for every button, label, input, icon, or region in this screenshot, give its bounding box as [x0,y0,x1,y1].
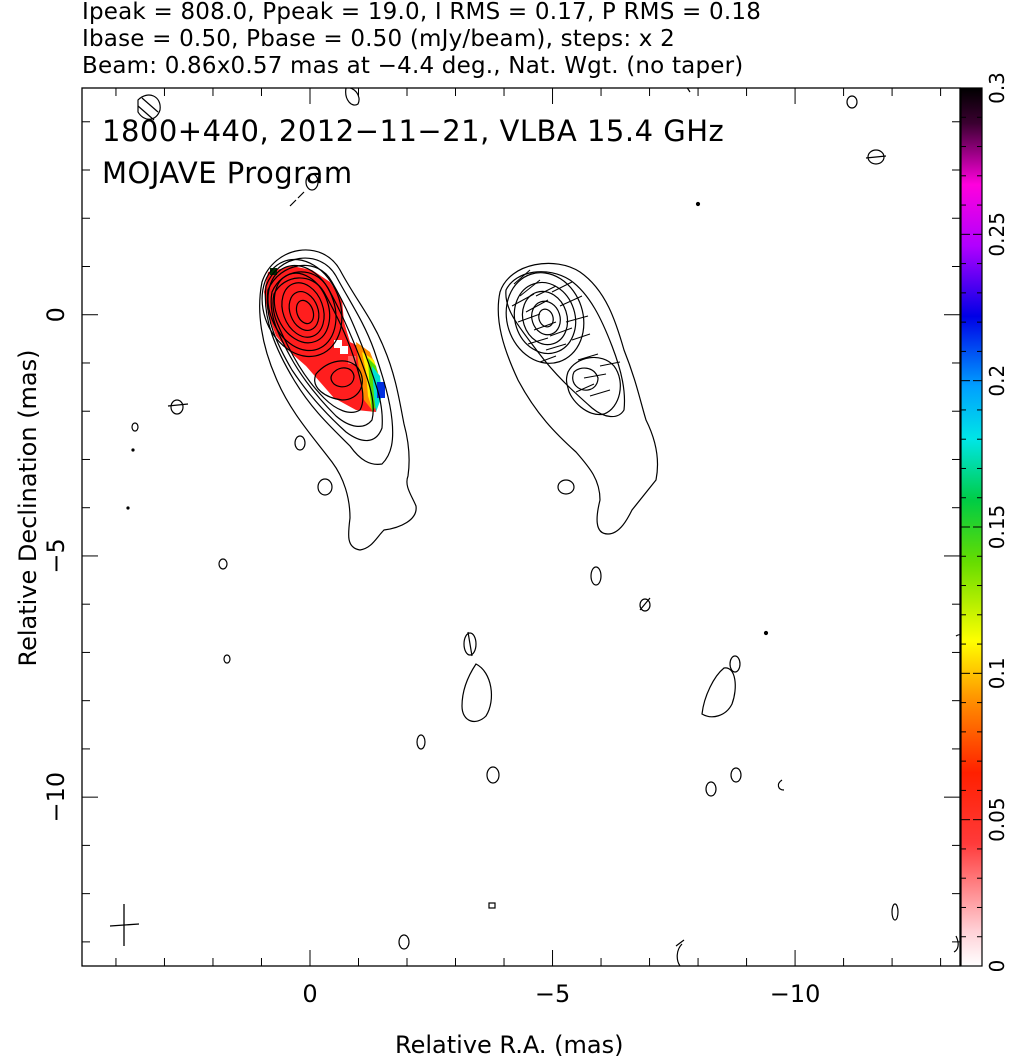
evpa-ticks [511,269,621,397]
y-axis-label: Relative Declination (mas) [14,349,42,667]
x-tick-label: 0 [302,980,317,1008]
colorbar-label: 0 [985,960,1009,973]
header-line-3: Beam: 0.86x0.57 mas at −4.4 deg., Nat. W… [82,53,744,79]
x-axis-label: Relative R.A. (mas) [395,1031,624,1059]
colorbar-labels: 0 0.05 0.1 0.15 0.2 0.25 0.3 [985,72,1009,972]
beam-cross [109,904,140,946]
intensity-contours-right [497,262,659,535]
colorbar-label: 0.3 [985,72,1009,104]
colorbar-label: 0.2 [985,365,1009,397]
intensity-contours-left [259,249,417,551]
y-tick-label: 0 [42,307,70,322]
colorbar-label: 0.05 [985,797,1009,842]
colorbar [961,88,982,966]
program-annotation: MOJAVE Program [102,156,353,190]
header-line-2: Ibase = 0.50, Pbase = 0.50 (mJy/beam), s… [82,26,675,52]
plot-frame [81,87,961,967]
source-annotation: 1800+440, 2012−11−21, VLBA 15.4 GHz [102,114,725,148]
axis-ticks [82,88,960,966]
x-tick-label: −10 [770,980,821,1008]
header-line-1: Ipeak = 808.0, Ppeak = 19.0, I RMS = 0.1… [82,0,762,25]
map-area [109,88,960,966]
colorbar-ticks [961,87,982,967]
colorbar-label: 0.1 [985,657,1009,689]
colorbar-label: 0.15 [985,505,1009,550]
axis-tick-labels: 0 −5 −10 0 −5 −10 [42,307,820,1008]
noise-contours [126,88,960,966]
y-tick-label: −5 [42,538,70,573]
y-tick-label: −10 [42,772,70,823]
colorbar-label: 0.25 [985,212,1009,257]
x-tick-label: −5 [535,980,570,1008]
